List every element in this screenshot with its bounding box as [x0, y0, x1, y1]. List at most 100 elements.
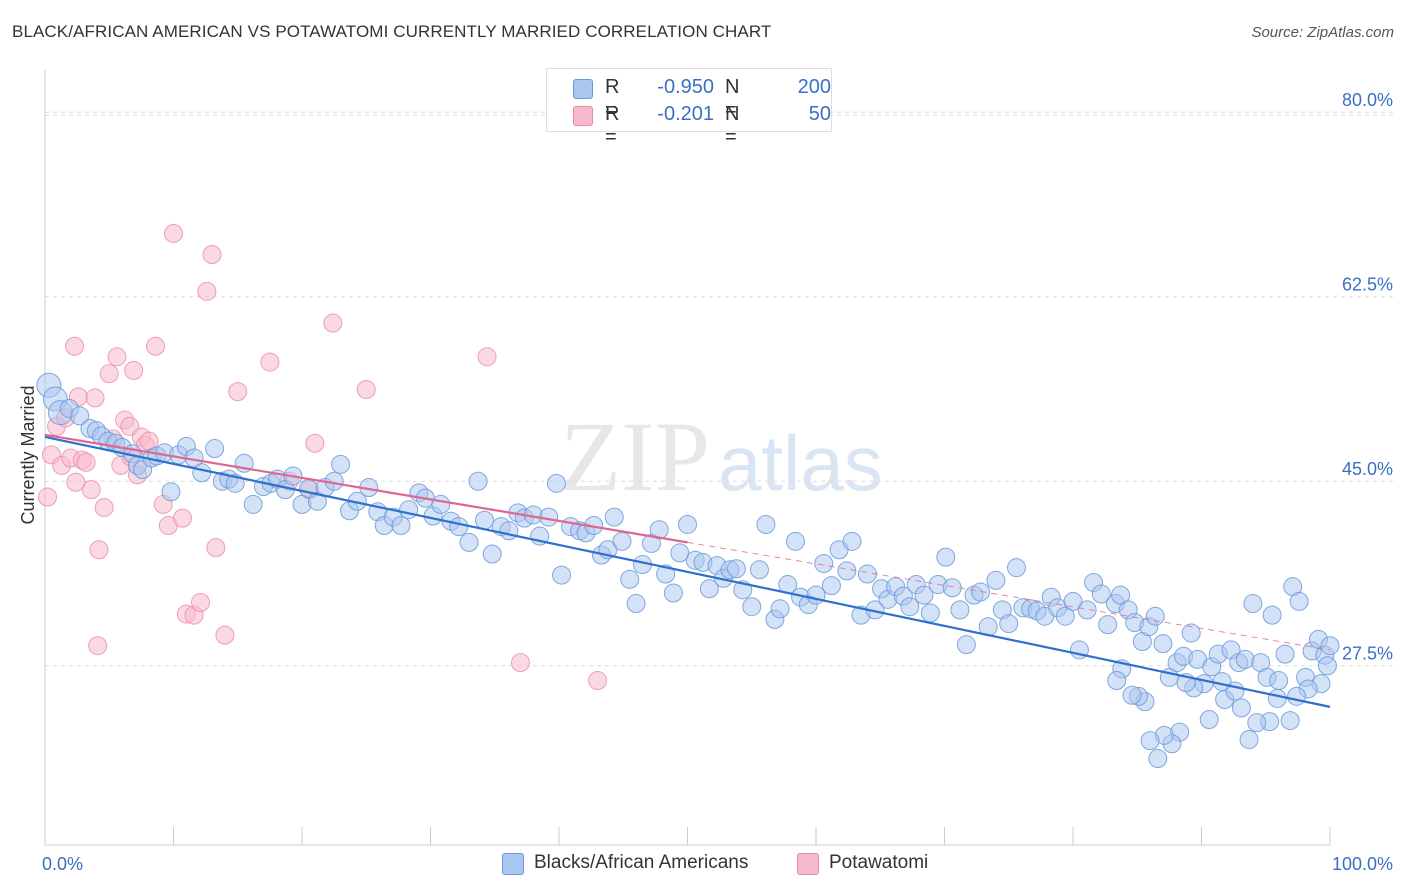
- bottom-legend-label: Blacks/African Americans: [534, 852, 749, 873]
- blacks-point: [956, 635, 976, 655]
- potawatomi-point: [107, 347, 127, 367]
- y-tick-label: 62.5%: [1342, 275, 1393, 295]
- potawatomi-point: [197, 281, 217, 301]
- blacks-point: [1098, 615, 1118, 635]
- blacks-point: [1289, 591, 1309, 611]
- blacks-point: [626, 594, 646, 614]
- blacks-points: [36, 372, 1340, 769]
- blacks-point: [749, 560, 769, 580]
- blacks-point: [900, 597, 920, 617]
- potawatomi-point: [305, 433, 325, 453]
- blacks-point: [1145, 606, 1165, 626]
- blacks-point: [399, 500, 419, 520]
- blacks-point: [1122, 685, 1142, 705]
- blacks-point: [482, 544, 502, 564]
- potawatomi-point: [65, 336, 85, 356]
- potawatomi-point: [202, 245, 222, 265]
- potawatomi-point: [164, 223, 183, 243]
- blacks-point: [604, 507, 624, 527]
- blacks-point: [950, 600, 970, 620]
- legend-r-value: -0.950: [657, 76, 714, 98]
- blacks-point: [552, 565, 572, 585]
- potawatomi-point: [66, 472, 86, 492]
- blacks-point: [620, 569, 640, 589]
- potawatomi-point: [206, 538, 226, 558]
- potawatomi-point: [510, 653, 530, 673]
- legend-r-label: R =: [605, 103, 620, 148]
- blacks-point: [468, 471, 488, 491]
- watermark-atlas: atlas: [718, 419, 883, 507]
- blacks-point: [161, 482, 181, 502]
- potawatomi-point: [323, 313, 343, 333]
- potawatomi-point: [85, 388, 105, 408]
- blacks-point: [814, 553, 834, 573]
- blacks-point: [243, 494, 263, 514]
- y-tick-label: 45.0%: [1342, 459, 1393, 479]
- blacks-point: [499, 521, 519, 541]
- blacks-point: [986, 570, 1006, 590]
- blacks-point: [1077, 600, 1097, 620]
- y-axis-label: Currently Married: [18, 385, 38, 524]
- blacks-point: [1269, 671, 1289, 691]
- blacks-point: [391, 516, 411, 536]
- blacks-point: [1231, 698, 1251, 718]
- blacks-point: [920, 603, 940, 623]
- potawatomi-point: [228, 382, 248, 402]
- legend-n-value: 200: [797, 76, 831, 98]
- bottom-legend-swatch-pink: [797, 853, 819, 875]
- potawatomi-point: [81, 480, 101, 500]
- blacks-point: [1006, 558, 1026, 578]
- blacks-point: [770, 599, 790, 619]
- blacks-trend-line: [44, 435, 1331, 708]
- blacks-point: [970, 582, 990, 602]
- y-tick-label: 80.0%: [1342, 90, 1393, 110]
- blacks-point: [942, 578, 962, 598]
- blacks-point: [292, 494, 312, 514]
- trend-lines: [44, 433, 1331, 708]
- y-tick-label: 27.5%: [1342, 644, 1393, 664]
- blacks-point: [331, 454, 351, 474]
- potawatomi-point: [124, 361, 144, 381]
- blacks-point: [837, 561, 857, 581]
- potawatomi-point: [588, 671, 608, 691]
- bottom-legend-label: Potawatomi: [829, 852, 929, 873]
- legend-n-label: N =: [725, 103, 740, 148]
- x-tick-label: 100.0%: [1332, 854, 1393, 874]
- legend-r-value: -0.201: [657, 103, 714, 125]
- blacks-point: [936, 547, 956, 567]
- blacks-point: [1091, 584, 1111, 604]
- legend-n-label: N =: [725, 76, 740, 121]
- potawatomi-point: [99, 364, 119, 384]
- blacks-point: [1275, 644, 1295, 664]
- blacks-point: [431, 494, 451, 514]
- blacks-point: [474, 510, 494, 530]
- blacks-point: [1107, 671, 1127, 691]
- potawatomi-point: [356, 379, 376, 399]
- potawatomi-point: [88, 636, 108, 656]
- potawatomi-trend-extension: [687, 541, 1331, 651]
- blacks-point: [914, 585, 934, 605]
- blacks-point: [1181, 623, 1201, 643]
- blacks-point: [1267, 688, 1287, 708]
- blacks-point: [821, 576, 841, 596]
- potawatomi-point: [190, 592, 210, 612]
- blacks-point: [1235, 649, 1255, 669]
- potawatomi-trend-line: [44, 433, 688, 544]
- blacks-point: [1280, 711, 1300, 731]
- blacks-point: [1243, 594, 1263, 614]
- potawatomi-point: [260, 352, 280, 372]
- potawatomi-point: [89, 540, 109, 560]
- bottom-legend-swatch-blue: [502, 853, 524, 875]
- blacks-point: [1262, 605, 1282, 625]
- potawatomi-point: [146, 336, 166, 356]
- blacks-point: [999, 614, 1019, 634]
- potawatomi-point: [38, 487, 58, 507]
- blacks-point: [1199, 710, 1219, 730]
- blacks-point: [1239, 730, 1259, 750]
- stats-legend: R = -0.950 N = 200 R = -0.201 N = 50: [546, 68, 832, 148]
- blacks-point: [663, 583, 683, 603]
- blacks-point: [726, 559, 746, 579]
- blacks-point: [742, 597, 762, 617]
- blacks-point: [842, 531, 862, 551]
